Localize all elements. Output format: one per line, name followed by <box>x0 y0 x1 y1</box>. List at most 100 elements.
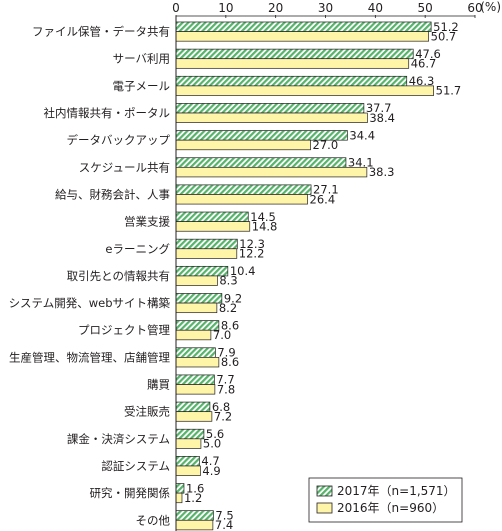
category-label: 社内情報共有・ポータル <box>44 106 171 120</box>
value-label-2016: 7.2 <box>214 409 232 423</box>
value-label-2017: 5.6 <box>206 427 224 441</box>
category-label: 給与、財務会計、人事 <box>55 187 170 201</box>
category-label: システム開発、webサイト構築 <box>9 296 171 310</box>
value-label-2017: 34.1 <box>348 156 374 170</box>
bar-2016 <box>175 194 308 205</box>
bar-2016 <box>175 384 216 395</box>
value-label-2016: 50.7 <box>431 29 457 43</box>
bar-2017 <box>175 401 211 413</box>
x-tick-label: 0 <box>172 1 180 15</box>
bar-2016 <box>175 302 218 314</box>
value-label-2017: 1.6 <box>186 481 204 495</box>
value-label-2017: 8.6 <box>221 318 239 332</box>
x-tick-label: 30 <box>318 1 333 15</box>
value-label-2016: 8.6 <box>221 355 239 369</box>
unit-label: (%) <box>480 0 501 14</box>
value-label-2016: 8.3 <box>219 274 237 288</box>
legend-swatch-2017 <box>316 485 333 497</box>
value-label-2016: 8.2 <box>219 301 237 315</box>
x-axis: 0 10 20 30 40 50 60 <box>172 1 483 18</box>
bar-2016 <box>175 329 212 341</box>
bar-2016 <box>175 85 434 96</box>
value-label-2017: 10.4 <box>230 264 256 278</box>
x-tick-label: 10 <box>218 1 233 15</box>
x-tick-label: 50 <box>418 1 433 15</box>
value-label-2017: 7.7 <box>216 373 234 387</box>
value-label-2016: 26.4 <box>310 192 336 206</box>
legend: 2017年（n=1,571） 2016年（n=960） <box>308 477 463 523</box>
value-label-2017: 14.5 <box>250 210 276 224</box>
category-label: eラーニング <box>105 242 170 256</box>
category-label: その他 <box>136 513 171 527</box>
value-label-2016: 7.8 <box>217 382 235 396</box>
category-label: 営業支援 <box>124 215 170 229</box>
legend-box <box>308 477 463 523</box>
bar-2017 <box>175 21 432 32</box>
value-label-2017: 4.7 <box>201 454 219 468</box>
x-tick-label: 40 <box>368 1 383 15</box>
value-label-2016: 38.4 <box>369 111 395 125</box>
bar-2016 <box>175 221 251 232</box>
bar-2017 <box>175 238 238 250</box>
bar-2017 <box>175 184 312 195</box>
bar-2016 <box>175 248 238 259</box>
bar-2017 <box>175 347 216 358</box>
x-tick-label: 20 <box>268 1 283 15</box>
value-label-2016: 5.0 <box>203 437 221 451</box>
category-label: 取引先との情報共有 <box>67 269 170 283</box>
value-label-2016: 27.0 <box>313 138 339 152</box>
bar-2016 <box>175 139 311 151</box>
value-label-2017: 37.7 <box>366 101 392 115</box>
x-tick-label: 60 <box>467 1 482 15</box>
value-label-2017: 6.8 <box>212 400 230 414</box>
value-label-2017: 27.1 <box>313 183 339 197</box>
category-label: スケジュール共有 <box>79 160 170 174</box>
value-label-2016: 4.9 <box>202 464 220 478</box>
value-label-2016: 1.2 <box>184 491 202 505</box>
bar-2016 <box>175 465 201 476</box>
bar-2016 <box>175 166 368 178</box>
bar-2017 <box>175 456 200 467</box>
plot-area <box>175 21 434 531</box>
category-label: 研究・開発関係 <box>90 486 171 500</box>
bar-2016 <box>175 492 183 504</box>
bar-2017 <box>175 211 249 222</box>
value-label-2017: 47.6 <box>415 47 441 61</box>
bar-2017 <box>175 48 414 60</box>
bar-2016 <box>175 31 430 42</box>
bar-2017 <box>175 157 347 168</box>
bar-2017 <box>175 374 215 385</box>
value-label-2016: 12.2 <box>239 247 265 261</box>
category-label: サーバ利用 <box>113 52 170 66</box>
value-label-2016: 46.7 <box>411 57 437 71</box>
value-label-2017: 9.2 <box>224 291 242 305</box>
bar-2017 <box>175 510 214 521</box>
value-label-2016: 7.0 <box>213 328 231 342</box>
value-label-2016: 14.8 <box>252 219 278 233</box>
bar-2017 <box>175 103 365 114</box>
value-label-2017: 7.9 <box>217 346 235 360</box>
bar-2017 <box>175 483 185 494</box>
value-label-2017: 46.3 <box>409 74 435 88</box>
category-labels: ファイル保管・データ共有サーバ利用電子メール社内情報共有・ポータルデータバックア… <box>9 25 171 528</box>
bar-2017 <box>175 293 223 304</box>
value-label-2016: 7.4 <box>215 518 233 531</box>
legend-label-2016: 2016年（n=960） <box>337 501 444 515</box>
bar-2016 <box>175 275 218 286</box>
bar-2016 <box>175 519 214 531</box>
bar-2016 <box>175 58 410 69</box>
bar-2017 <box>175 75 408 87</box>
value-label-2017: 7.5 <box>215 508 233 522</box>
legend-label-2017: 2017年（n=1,571） <box>337 484 456 498</box>
value-label-2017: 34.4 <box>349 128 375 142</box>
category-label: 生産管理、物流管理、店舗管理 <box>9 350 170 364</box>
category-label: 課金・決済システム <box>67 432 170 446</box>
bar-2016 <box>175 112 368 123</box>
bar-2016 <box>175 357 220 368</box>
category-label: データバックアップ <box>67 133 171 147</box>
legend-swatch-2016 <box>316 502 333 514</box>
value-label-2017: 12.3 <box>239 237 265 251</box>
category-label: プロジェクト管理 <box>78 323 170 337</box>
value-label-2017: 51.2 <box>433 20 459 34</box>
